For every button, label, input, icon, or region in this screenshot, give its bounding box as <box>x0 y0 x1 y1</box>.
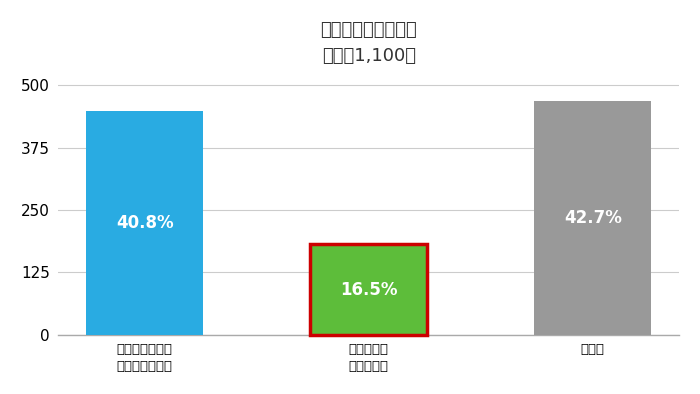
Bar <box>86 111 203 335</box>
Text: 16.5%: 16.5% <box>340 281 398 299</box>
Bar <box>310 244 427 335</box>
Bar <box>534 100 651 335</box>
Text: 40.8%: 40.8% <box>116 214 174 232</box>
Title: 受講しなかった理由
人数：1,100名: 受講しなかった理由 人数：1,100名 <box>321 21 417 65</box>
Bar <box>310 244 427 335</box>
Text: 42.7%: 42.7% <box>564 209 622 227</box>
